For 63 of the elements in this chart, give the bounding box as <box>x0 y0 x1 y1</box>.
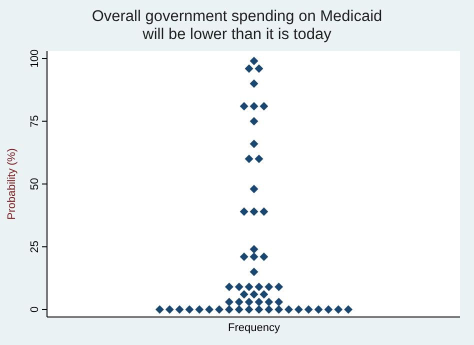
point <box>260 252 268 262</box>
point <box>254 282 264 292</box>
point <box>254 154 264 164</box>
point <box>250 117 258 126</box>
point <box>185 305 194 314</box>
point <box>250 79 258 88</box>
point <box>224 298 234 306</box>
point <box>224 305 234 314</box>
point <box>260 102 268 110</box>
point <box>244 154 254 164</box>
point <box>274 282 284 292</box>
point <box>250 268 258 276</box>
point <box>250 290 258 299</box>
y-axis-title: Probability (%) <box>6 148 18 220</box>
point <box>244 298 254 306</box>
point <box>234 305 244 314</box>
point <box>274 305 284 314</box>
point <box>195 305 204 314</box>
y-tick-label: 0 <box>29 306 41 313</box>
point <box>244 64 254 73</box>
point <box>264 282 274 292</box>
point <box>284 305 293 314</box>
point <box>250 245 258 254</box>
point <box>224 282 234 292</box>
point <box>175 305 184 314</box>
point <box>260 207 268 216</box>
point <box>244 282 254 292</box>
point <box>155 305 164 314</box>
point <box>254 64 264 73</box>
y-tick-label: 25 <box>29 240 41 253</box>
point <box>294 305 303 314</box>
point <box>205 305 214 314</box>
point <box>250 56 258 66</box>
point <box>234 282 244 292</box>
chart-title: Overall government spending on Medicaid will be lower than it is today <box>92 8 382 43</box>
point <box>324 305 333 314</box>
y-tick-label: 50 <box>29 178 41 190</box>
point <box>260 290 268 299</box>
point <box>344 305 353 314</box>
point <box>240 290 248 299</box>
point <box>234 298 244 306</box>
point <box>215 305 224 314</box>
point <box>250 207 258 216</box>
point <box>250 184 258 194</box>
point <box>240 102 248 110</box>
point <box>254 305 264 314</box>
y-tick-label: 75 <box>29 115 41 128</box>
point <box>264 298 274 306</box>
point <box>250 102 258 110</box>
point <box>264 305 274 314</box>
point <box>250 140 258 148</box>
point <box>250 252 258 262</box>
point <box>240 252 248 262</box>
y-tick-label: 100 <box>29 49 41 68</box>
point <box>314 305 323 314</box>
point <box>244 305 254 314</box>
point <box>165 305 174 314</box>
x-axis-title: Frequency <box>228 322 280 334</box>
point <box>304 305 313 314</box>
point <box>240 207 248 216</box>
point <box>254 298 264 306</box>
point <box>334 305 343 314</box>
point <box>274 298 284 306</box>
